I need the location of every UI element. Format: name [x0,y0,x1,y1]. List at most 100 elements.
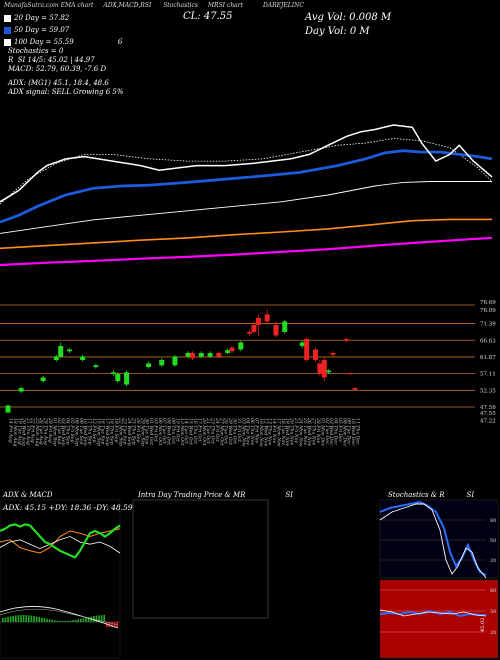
x-tick-label: 31 Fri Oct [236,418,242,442]
legend-swatch [4,26,11,34]
candle-body [352,388,358,390]
x-tick-label: 20 Wed Aug [21,417,27,446]
x-tick-label: 18 Tue Nov [280,418,286,445]
macd-hist-bar [80,618,82,622]
macd-hist-bar [67,620,69,622]
x-tick-label: 07 Fri Nov [253,418,259,443]
x-tick-label: 17 Fri Oct [196,418,202,442]
ema200-line [0,236,493,267]
x-tick-label: 12 Wed Nov [262,418,268,447]
candle-body [110,372,116,375]
mrsi-tick: 80 [490,588,496,594]
legend-swatch [4,38,11,46]
price-level-label: 61.87 [480,355,496,361]
x-tick-label: 09 Tue Sep [78,418,84,444]
stoch-panel-title: Stochastics & R SI [388,491,475,499]
candle-body [18,388,24,392]
macd-hist-bar [30,615,33,622]
macd-hist-bar [9,616,12,622]
x-tick-label: 11 Thu Dec [355,418,361,445]
candle-body [207,352,213,357]
x-tick-label: 05 Fri Dec [337,418,343,443]
x-tick-label: 20 Thu Nov [289,417,295,446]
candle-body [66,349,72,352]
macd-hist-bar [116,622,118,627]
macd-hist-bar [43,618,46,622]
adx-line [0,536,121,554]
macd-hist-bar [103,615,105,622]
mrsi-signal-line [379,609,487,617]
macd-hist-bar [100,615,103,622]
adx-readout: ADX: (MG1) 45.1, 18.4, 48.6 [8,79,109,87]
x-tick-label: 13 Thu Nov [267,418,273,446]
stoch-tick: 80 [490,518,496,524]
candle-body [238,342,244,350]
adx-panel-readout: ADX: 45.15 +DY: 18.36 -DY: 48.59 [2,503,133,512]
macd-hist-bar [108,622,111,627]
macd-hist-bar [77,619,79,622]
legend-swatch [4,14,11,22]
candle-body [255,317,261,325]
stoch-d-line [379,503,487,579]
candle-body [343,338,349,341]
x-tick-label: 11 Thu Sep [87,418,93,445]
x-tick-label: 18 Thu Sep [109,418,115,445]
macd-hist-bar [72,620,74,622]
x-tick-label: 23 Tue Sep [122,417,128,444]
x-tick-label: 10 Fri Oct [174,418,180,442]
intraday-panel-title: Intra Day Trading Price & MR SI [138,491,293,499]
candle-body [5,405,11,413]
candle-body [172,356,178,366]
x-tick-label: 20 Mon Oct [201,417,207,446]
candle-body [304,338,310,360]
candle-body [124,372,130,385]
macd-hist-bar [87,617,90,622]
macd-hist-bar [98,615,100,622]
intraday-panel-frame [132,499,269,619]
x-tick-label: 28 Fri Nov [315,417,321,443]
candle-body [58,345,64,357]
price-level-label: 76.09 [480,308,496,314]
ema-dashed-line [0,138,493,205]
candle-body [229,347,235,352]
macd-hist-bar [85,617,87,622]
macd-hist-bar [93,616,95,622]
candle-body [321,359,327,378]
stoch-k-line [379,500,487,576]
macd-hist-bar [41,617,43,622]
x-tick-label: 01 Wed Oct [148,418,154,445]
macd-hist-bar [17,615,20,622]
adx-panel-title: ADX & MACD [3,491,53,499]
candle-body [264,314,270,322]
macd-hist-bar [113,622,116,627]
price-level-label: 71.39 [480,322,496,328]
adx-minus-di-line [0,528,121,554]
adx-panel-frame [0,499,121,659]
x-tick-label: 17 Wed Sep [104,418,110,446]
header-ema: EMA chart [60,2,94,9]
mrsi-value-label: 45.02 [480,618,486,632]
macd-hist-bar [12,615,14,622]
price-chart: 76.69 76.09 71.39 66.63 61.87 57.11 52.35 47.59… [0,124,496,447]
x-tick-label: 06 Thu Nov [249,418,255,446]
candle-body [146,363,152,368]
x-tick-label: 21 Tue Oct [205,417,211,444]
macd-hist-bar [7,616,9,622]
x-tick-label: 04 Tue Nov [245,418,251,445]
x-tick-label: 07 Tue Oct [161,418,167,444]
x-tick-label: 02 Tue Sep [56,418,62,444]
candle-body [80,356,86,360]
candle-body [115,374,121,382]
macd-hist-bar [25,615,27,622]
x-tick-label: 15 Wed Oct [188,418,194,445]
x-tick-label: 30 Thu Oct [232,418,238,444]
x-tick-label: 16 Tue Sep [100,418,106,444]
macd-hist-bar [20,615,22,622]
x-tick-label: 02 Tue Dec [324,418,330,445]
candle-body [225,350,231,353]
legend-ema100: 100 Day = 55.59 6 [4,38,122,46]
macd-hist-bar [46,618,48,622]
candle-body [198,352,204,357]
header-site: MunafaSutra.com [4,2,59,9]
stochastics-readout: Stochastics = 0 [8,47,64,55]
